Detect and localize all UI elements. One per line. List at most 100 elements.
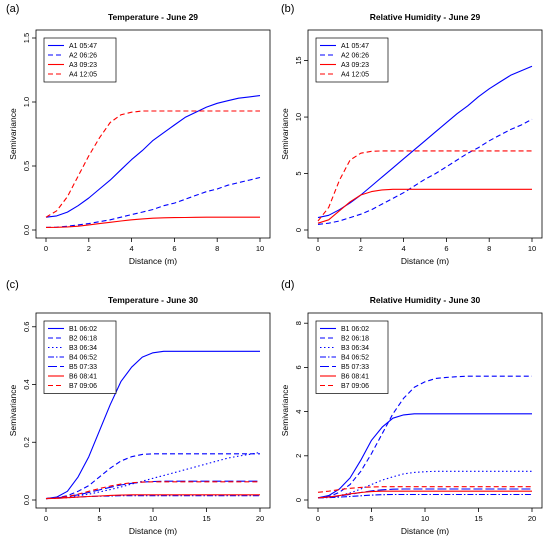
series-line-a4 bbox=[317, 150, 532, 222]
x-tick-label: 10 bbox=[528, 244, 536, 253]
x-axis-label: Distance (m) bbox=[129, 526, 177, 536]
legend-entry: A2 06:26 bbox=[69, 53, 97, 60]
chart-title: Temperature - June 30 bbox=[108, 295, 198, 305]
x-axis: 0 5 10 15 20 bbox=[44, 508, 264, 523]
series-line-b7 bbox=[45, 481, 260, 500]
y-tick-label: 0.0 bbox=[22, 225, 31, 235]
legend-entry: B5 07:33 bbox=[69, 364, 97, 371]
legend-entry: B1 06:02 bbox=[341, 326, 369, 333]
panel-label: (c) bbox=[6, 279, 19, 291]
x-tick-label: 10 bbox=[421, 514, 429, 523]
series-lines bbox=[45, 350, 261, 500]
y-tick-label: 6 bbox=[294, 365, 303, 369]
series-lines bbox=[317, 65, 533, 225]
legend-entry: A3 09:23 bbox=[69, 62, 97, 69]
x-tick-label: 15 bbox=[474, 514, 482, 523]
x-tick-label: 5 bbox=[369, 514, 373, 523]
x-axis-label: Distance (m) bbox=[401, 526, 449, 536]
series-line-b3 bbox=[45, 451, 261, 500]
y-axis: 0 2 4 6 8 bbox=[294, 321, 308, 502]
y-axis: 0.0 0.5 1.0 1.5 bbox=[22, 33, 36, 235]
legend-entry: B2 06:18 bbox=[341, 336, 369, 343]
legend-entry: A1 05:47 bbox=[69, 43, 97, 50]
series-line-b4 bbox=[317, 493, 532, 499]
y-tick-label: 8 bbox=[294, 321, 303, 325]
legend-entry: B1 06:02 bbox=[69, 326, 97, 333]
series-line-a4 bbox=[45, 110, 260, 218]
legend-entry: A1 05:47 bbox=[341, 43, 369, 50]
series-lines bbox=[45, 95, 261, 228]
x-tick-label: 15 bbox=[202, 514, 210, 523]
y-tick-label: 0.0 bbox=[22, 495, 31, 505]
y-tick-label: 0 bbox=[294, 498, 303, 502]
y-tick-label: 4 bbox=[294, 410, 303, 414]
panel-label: (d) bbox=[281, 279, 294, 291]
legend-entry: A3 09:23 bbox=[341, 62, 369, 69]
legend-entry: B6 08:41 bbox=[69, 374, 97, 381]
legend: A1 05:47 A2 06:26 A3 09:23 A4 12:05 bbox=[315, 37, 389, 83]
y-axis: 0.0 0.2 0.4 0.6 bbox=[22, 322, 36, 505]
x-axis-label: Distance (m) bbox=[129, 256, 177, 266]
legend-entry: B2 06:18 bbox=[69, 336, 97, 343]
series-line-b1 bbox=[45, 350, 260, 500]
y-axis-label: Semivariance bbox=[8, 108, 18, 160]
y-tick-label: 1.5 bbox=[22, 33, 31, 43]
x-axis: 0 2 4 6 8 10 bbox=[44, 238, 264, 253]
y-axis-label: Semivariance bbox=[8, 384, 18, 436]
legend-entry: B4 06:52 bbox=[341, 355, 369, 362]
legend-entry: B7 09:06 bbox=[341, 383, 369, 390]
legend-entry: B3 06:34 bbox=[69, 345, 97, 352]
legend-entry: B4 06:52 bbox=[69, 355, 97, 362]
y-axis-label: Semivariance bbox=[280, 384, 290, 436]
y-axis-label: Semivariance bbox=[280, 108, 290, 160]
x-tick-label: 8 bbox=[215, 244, 219, 253]
x-tick-label: 10 bbox=[149, 514, 157, 523]
x-tick-label: 4 bbox=[130, 244, 134, 253]
y-tick-label: 0.5 bbox=[22, 161, 31, 171]
y-tick-label: 15 bbox=[294, 56, 303, 64]
x-tick-label: 20 bbox=[528, 514, 536, 523]
legend-entry: B3 06:34 bbox=[341, 345, 369, 352]
series-line-a3 bbox=[317, 188, 532, 224]
panel-label: (a) bbox=[6, 3, 19, 15]
x-tick-label: 5 bbox=[97, 514, 101, 523]
legend-entry: A4 12:05 bbox=[341, 72, 369, 79]
plot-frame bbox=[307, 29, 543, 239]
y-tick-label: 0.2 bbox=[22, 437, 31, 447]
x-axis: 0 2 4 6 8 10 bbox=[316, 238, 536, 253]
legend-entry: B6 08:41 bbox=[341, 374, 369, 381]
x-axis: 0 5 10 15 20 bbox=[316, 508, 536, 523]
legend-entry: A4 12:05 bbox=[69, 72, 97, 79]
y-tick-label: 2 bbox=[294, 454, 303, 458]
chart-panel-a: (a) Temperature - June 29 0 2 4 6 8 10 Distance … bbox=[6, 3, 271, 266]
chart-title: Temperature - June 29 bbox=[108, 12, 198, 22]
y-axis: 0 5 10 15 bbox=[294, 56, 308, 232]
legend-entry: B5 07:33 bbox=[341, 364, 369, 371]
x-tick-label: 0 bbox=[316, 514, 320, 523]
panel-label: (b) bbox=[281, 3, 294, 15]
legend: A1 05:47 A2 06:26 A3 09:23 A4 12:05 bbox=[43, 37, 117, 83]
series-line-b3 bbox=[317, 470, 532, 499]
x-tick-label: 20 bbox=[256, 514, 264, 523]
y-tick-label: 0 bbox=[294, 228, 303, 232]
series-line-a1 bbox=[45, 95, 261, 218]
legend: B1 06:02 B2 06:18 B3 06:34 B4 06:52 B5 07:33… bbox=[43, 320, 117, 394]
x-tick-label: 2 bbox=[87, 244, 91, 253]
x-tick-label: 2 bbox=[359, 244, 363, 253]
legend-entry: B7 09:06 bbox=[69, 383, 97, 390]
plot-frame bbox=[35, 29, 271, 239]
chart-panel-d: (d)Relative Humidity - June 300 5 10 15 20Di… bbox=[280, 279, 543, 536]
x-tick-label: 0 bbox=[44, 244, 48, 253]
legend: B1 06:02 B2 06:18 B3 06:34 B4 06:52 B5 07:33… bbox=[315, 320, 389, 394]
chart-panel-c: (c) Temperature - June 30 0 5 10 15 20 Distance… bbox=[6, 279, 271, 536]
series-line-b6 bbox=[45, 494, 260, 500]
y-tick-label: 1.0 bbox=[22, 97, 31, 107]
y-tick-label: 0.4 bbox=[22, 379, 31, 389]
y-tick-label: 10 bbox=[294, 113, 303, 121]
series-line-a2 bbox=[317, 118, 533, 225]
series-line-b6 bbox=[317, 490, 532, 499]
chart-panel-b: (b) Relative Humidity - June 29 0 2 4 6 8 10 Dis… bbox=[280, 3, 543, 266]
x-tick-label: 4 bbox=[402, 244, 406, 253]
series-line-b7 bbox=[317, 486, 532, 493]
